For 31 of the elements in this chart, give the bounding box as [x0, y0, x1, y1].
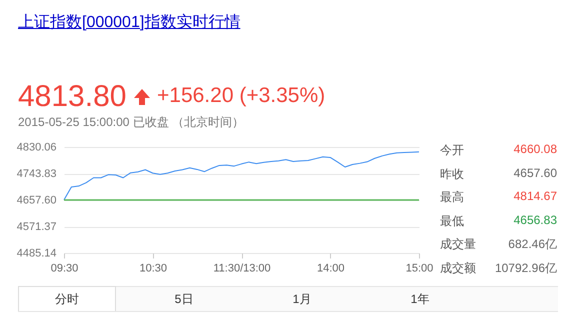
text: 最高: [440, 189, 464, 206]
y-tick-label: 4571.37: [16, 221, 56, 233]
text: 1年: [410, 291, 430, 308]
text: 2015-05-25 15:00:00 已收盘 （北京时间）: [18, 114, 244, 131]
text: 今开: [440, 142, 464, 159]
text: 4657.60: [514, 166, 557, 180]
text: 4660.08: [514, 142, 557, 156]
text: 4814.67: [514, 189, 557, 203]
x-tick-label: 10:30: [139, 262, 168, 274]
y-tick-label: 4830.06: [16, 142, 56, 154]
text: 成交量: [440, 236, 476, 253]
text: 最低: [440, 212, 464, 230]
y-tick-label: 4485.14: [16, 248, 56, 260]
text: +156.20 (+3.35%): [157, 84, 326, 108]
y-tick-label: 4657.60: [16, 194, 56, 206]
text: 682.46亿: [508, 236, 557, 253]
text: 成交额: [440, 260, 476, 276]
text: 4813.80: [18, 80, 126, 114]
text: 昨收: [440, 166, 464, 182]
text: 10792.96亿: [494, 260, 557, 276]
text: 分时: [18, 286, 116, 311]
x-tick-label: 15:00: [406, 262, 434, 274]
x-tick-label: 11:30/13:00: [213, 262, 271, 274]
line-series: [64, 151, 420, 200]
text: 5日: [174, 291, 194, 308]
x-tick-label: 14:00: [316, 262, 345, 274]
y-tick-label: 4743.83: [16, 168, 56, 180]
chart-title: 上证指数[000001]指数实时行情: [18, 12, 240, 33]
text: 1月: [292, 291, 312, 308]
text: 4656.83: [514, 212, 557, 226]
x-tick-label: 09:30: [50, 262, 78, 274]
